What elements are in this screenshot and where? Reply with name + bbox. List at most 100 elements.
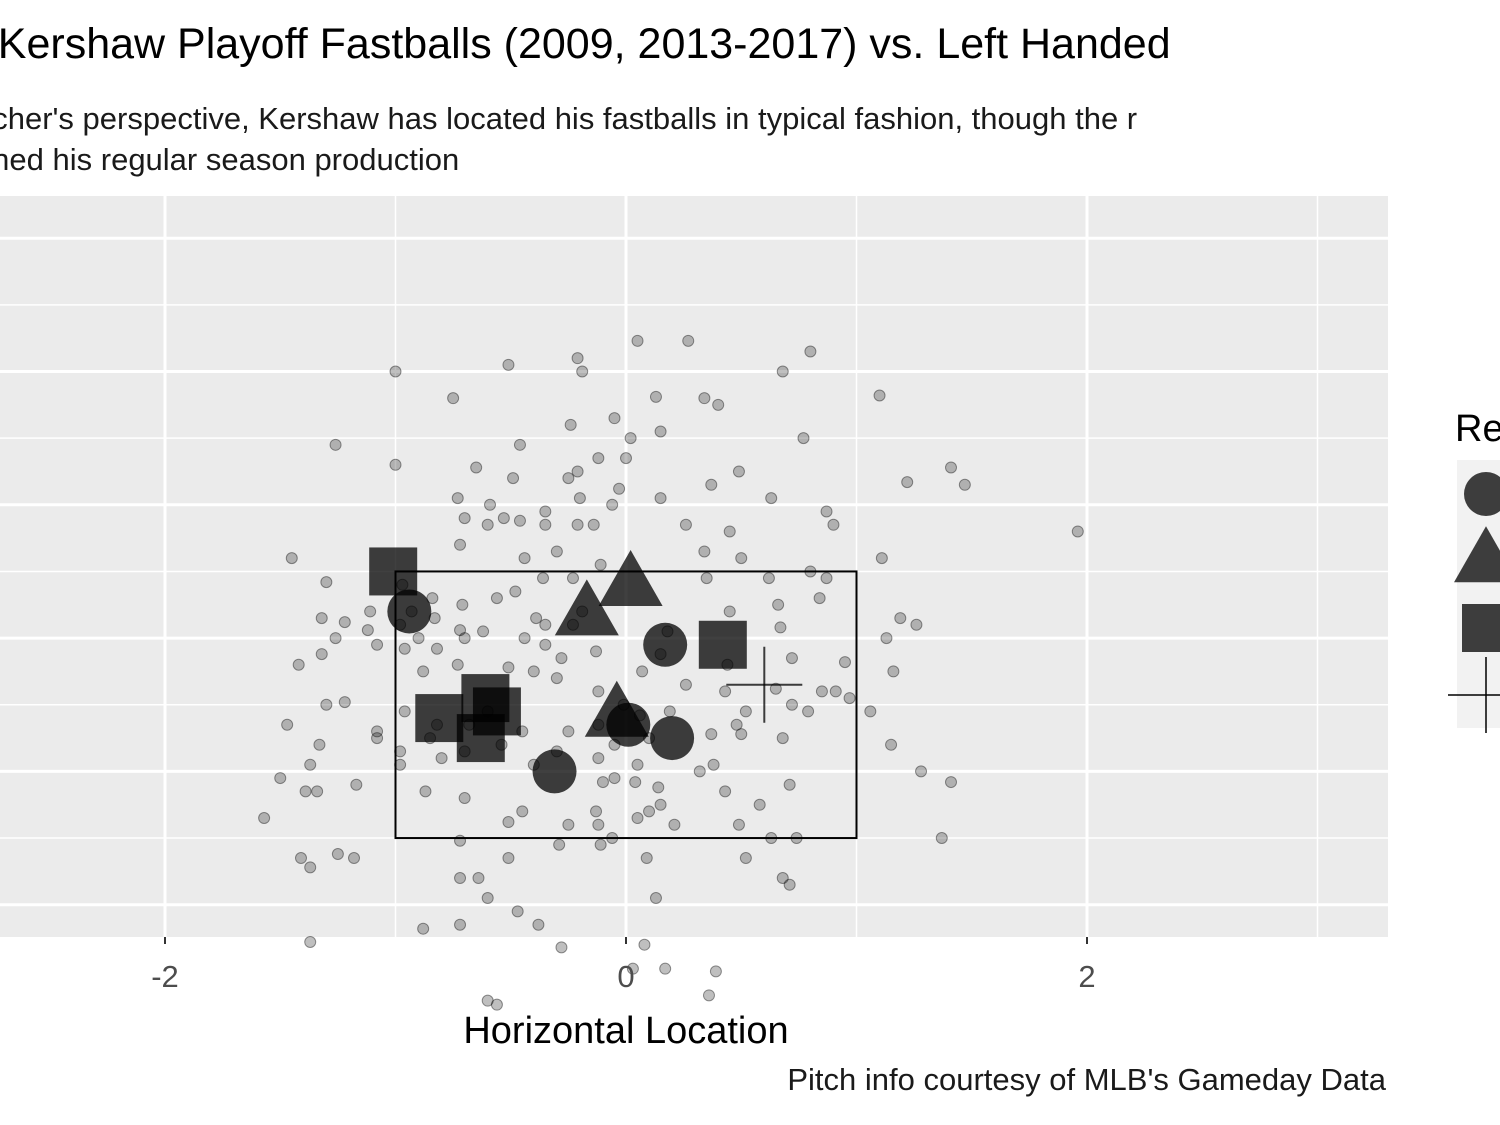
data-point-circle-small	[843, 692, 856, 705]
data-point-circle-small	[608, 412, 621, 425]
data-point-circle-small	[513, 438, 526, 451]
data-point-circle-small	[435, 752, 448, 765]
chart-caption: Pitch info courtesy of MLB's Gameday Dat…	[787, 1062, 1386, 1097]
x-axis-label: Horizontal Location	[463, 1010, 788, 1052]
data-point-circle-small	[659, 962, 672, 975]
data-point-circle-small	[698, 545, 711, 558]
grid-horizontal	[0, 236, 1388, 907]
data-point-circle-small	[705, 728, 718, 741]
data-point-circle-small	[732, 818, 745, 831]
data-point-circle-small	[910, 618, 923, 631]
data-point-circle-small	[371, 725, 384, 738]
data-point-circle-small	[723, 525, 736, 538]
data-point-circle-small	[629, 776, 642, 789]
legend-key-plus	[1448, 657, 1500, 733]
data-point-circle-small	[320, 698, 333, 711]
data-point-circle-small	[458, 512, 471, 525]
data-point-circle-small	[682, 334, 695, 347]
data-point-circle-small	[827, 518, 840, 531]
data-point-circle-small	[518, 552, 531, 565]
data-point-circle-small	[502, 661, 515, 674]
data-point-circle-small	[417, 922, 430, 935]
plot-panel	[0, 196, 1388, 937]
data-point-circle-small	[511, 905, 524, 918]
data-point-circle-small	[564, 418, 577, 431]
data-point-circle-small	[571, 465, 584, 478]
data-point-circle-small	[638, 938, 651, 951]
data-point-circle-small	[502, 852, 515, 865]
legend-key-square	[1462, 604, 1500, 652]
data-point-circle-small	[562, 725, 575, 738]
data-point-circle-small	[654, 425, 667, 438]
data-point-circle-small	[371, 732, 384, 745]
data-point-circle-small	[705, 478, 718, 491]
data-point-circle-small	[553, 838, 566, 851]
data-point-circle-small	[592, 752, 605, 765]
data-point-circle-small	[394, 758, 407, 771]
data-point-circle-small	[350, 778, 363, 791]
data-point-circle-small	[304, 861, 317, 874]
data-point-circle-small	[315, 612, 328, 625]
data-point-circle-small	[590, 805, 603, 818]
data-point-circle-small	[417, 665, 430, 678]
legend-key-circle	[1464, 472, 1500, 516]
chart-title: on Kershaw Playoff Fastballs (2009, 2013…	[0, 20, 1171, 68]
data-point-circle-small	[502, 816, 515, 829]
data-point-circle	[387, 589, 432, 634]
data-point-circle-small	[419, 785, 432, 798]
data-point-circle-small	[590, 645, 603, 658]
data-point-circle-small	[555, 941, 568, 954]
data-point-circle-small	[679, 518, 692, 531]
data-point-circle-small	[608, 772, 621, 785]
data-point-circle-small	[516, 805, 529, 818]
data-point-circle-small	[527, 665, 540, 678]
data-point-circle-small	[785, 698, 798, 711]
data-point-circle-small	[394, 745, 407, 758]
data-point-circle-small	[497, 512, 510, 525]
data-point-circle-small	[709, 965, 722, 978]
data-point-circle-small	[338, 696, 351, 709]
data-point-circle-small	[772, 598, 785, 611]
data-point-circle-small	[454, 834, 467, 847]
data-point-circle-small	[530, 612, 543, 625]
data-point-circle-small	[624, 432, 637, 445]
data-point-circle-small	[509, 585, 522, 598]
data-point-circle-small	[454, 918, 467, 931]
data-point-circle-small	[532, 918, 545, 931]
data-point-circle-small	[901, 476, 914, 489]
data-point-circle-small	[348, 852, 361, 865]
data-point-circle-small	[513, 514, 526, 527]
data-point-circle-small	[894, 612, 907, 625]
data-point-circle-small	[573, 492, 586, 505]
data-point-circle-small	[454, 624, 467, 637]
data-point-circle-small	[458, 632, 471, 645]
data-point-triangle	[598, 550, 663, 607]
data-point-circle-small	[774, 621, 787, 634]
data-point-circle-small	[875, 552, 888, 565]
data-point-circle-small	[820, 572, 833, 585]
data-point-circle-small	[281, 718, 294, 731]
data-point-circle-small	[707, 758, 720, 771]
data-point-circle-small	[935, 832, 948, 845]
data-point-circle-small	[723, 605, 736, 618]
data-point-circle-small	[613, 482, 626, 495]
chart-subtitle: e catcher's perspective, Kershaw has loc…	[0, 101, 1138, 177]
data-point-circle-small	[470, 461, 483, 474]
x-tick-label: -2	[151, 959, 179, 994]
data-point-circle-small	[361, 624, 374, 637]
data-point-circle-small	[958, 478, 971, 491]
data-point-circle-small	[864, 705, 877, 718]
data-point-square	[698, 620, 747, 669]
data-point-circle-small	[626, 962, 639, 975]
data-point-circle-small	[769, 682, 782, 695]
data-point-circle-small	[313, 738, 326, 751]
data-point-circle-small	[654, 798, 667, 811]
data-point-circle-small	[596, 776, 609, 789]
data-point-circle-small	[539, 618, 552, 631]
data-point-circle-small	[412, 632, 425, 645]
data-point-circle-small	[304, 758, 317, 771]
data-point-circle-small	[797, 432, 810, 445]
data-point-circle-small	[873, 389, 886, 402]
data-point-circle-small	[693, 765, 706, 778]
data-point-circle-small	[712, 398, 725, 411]
